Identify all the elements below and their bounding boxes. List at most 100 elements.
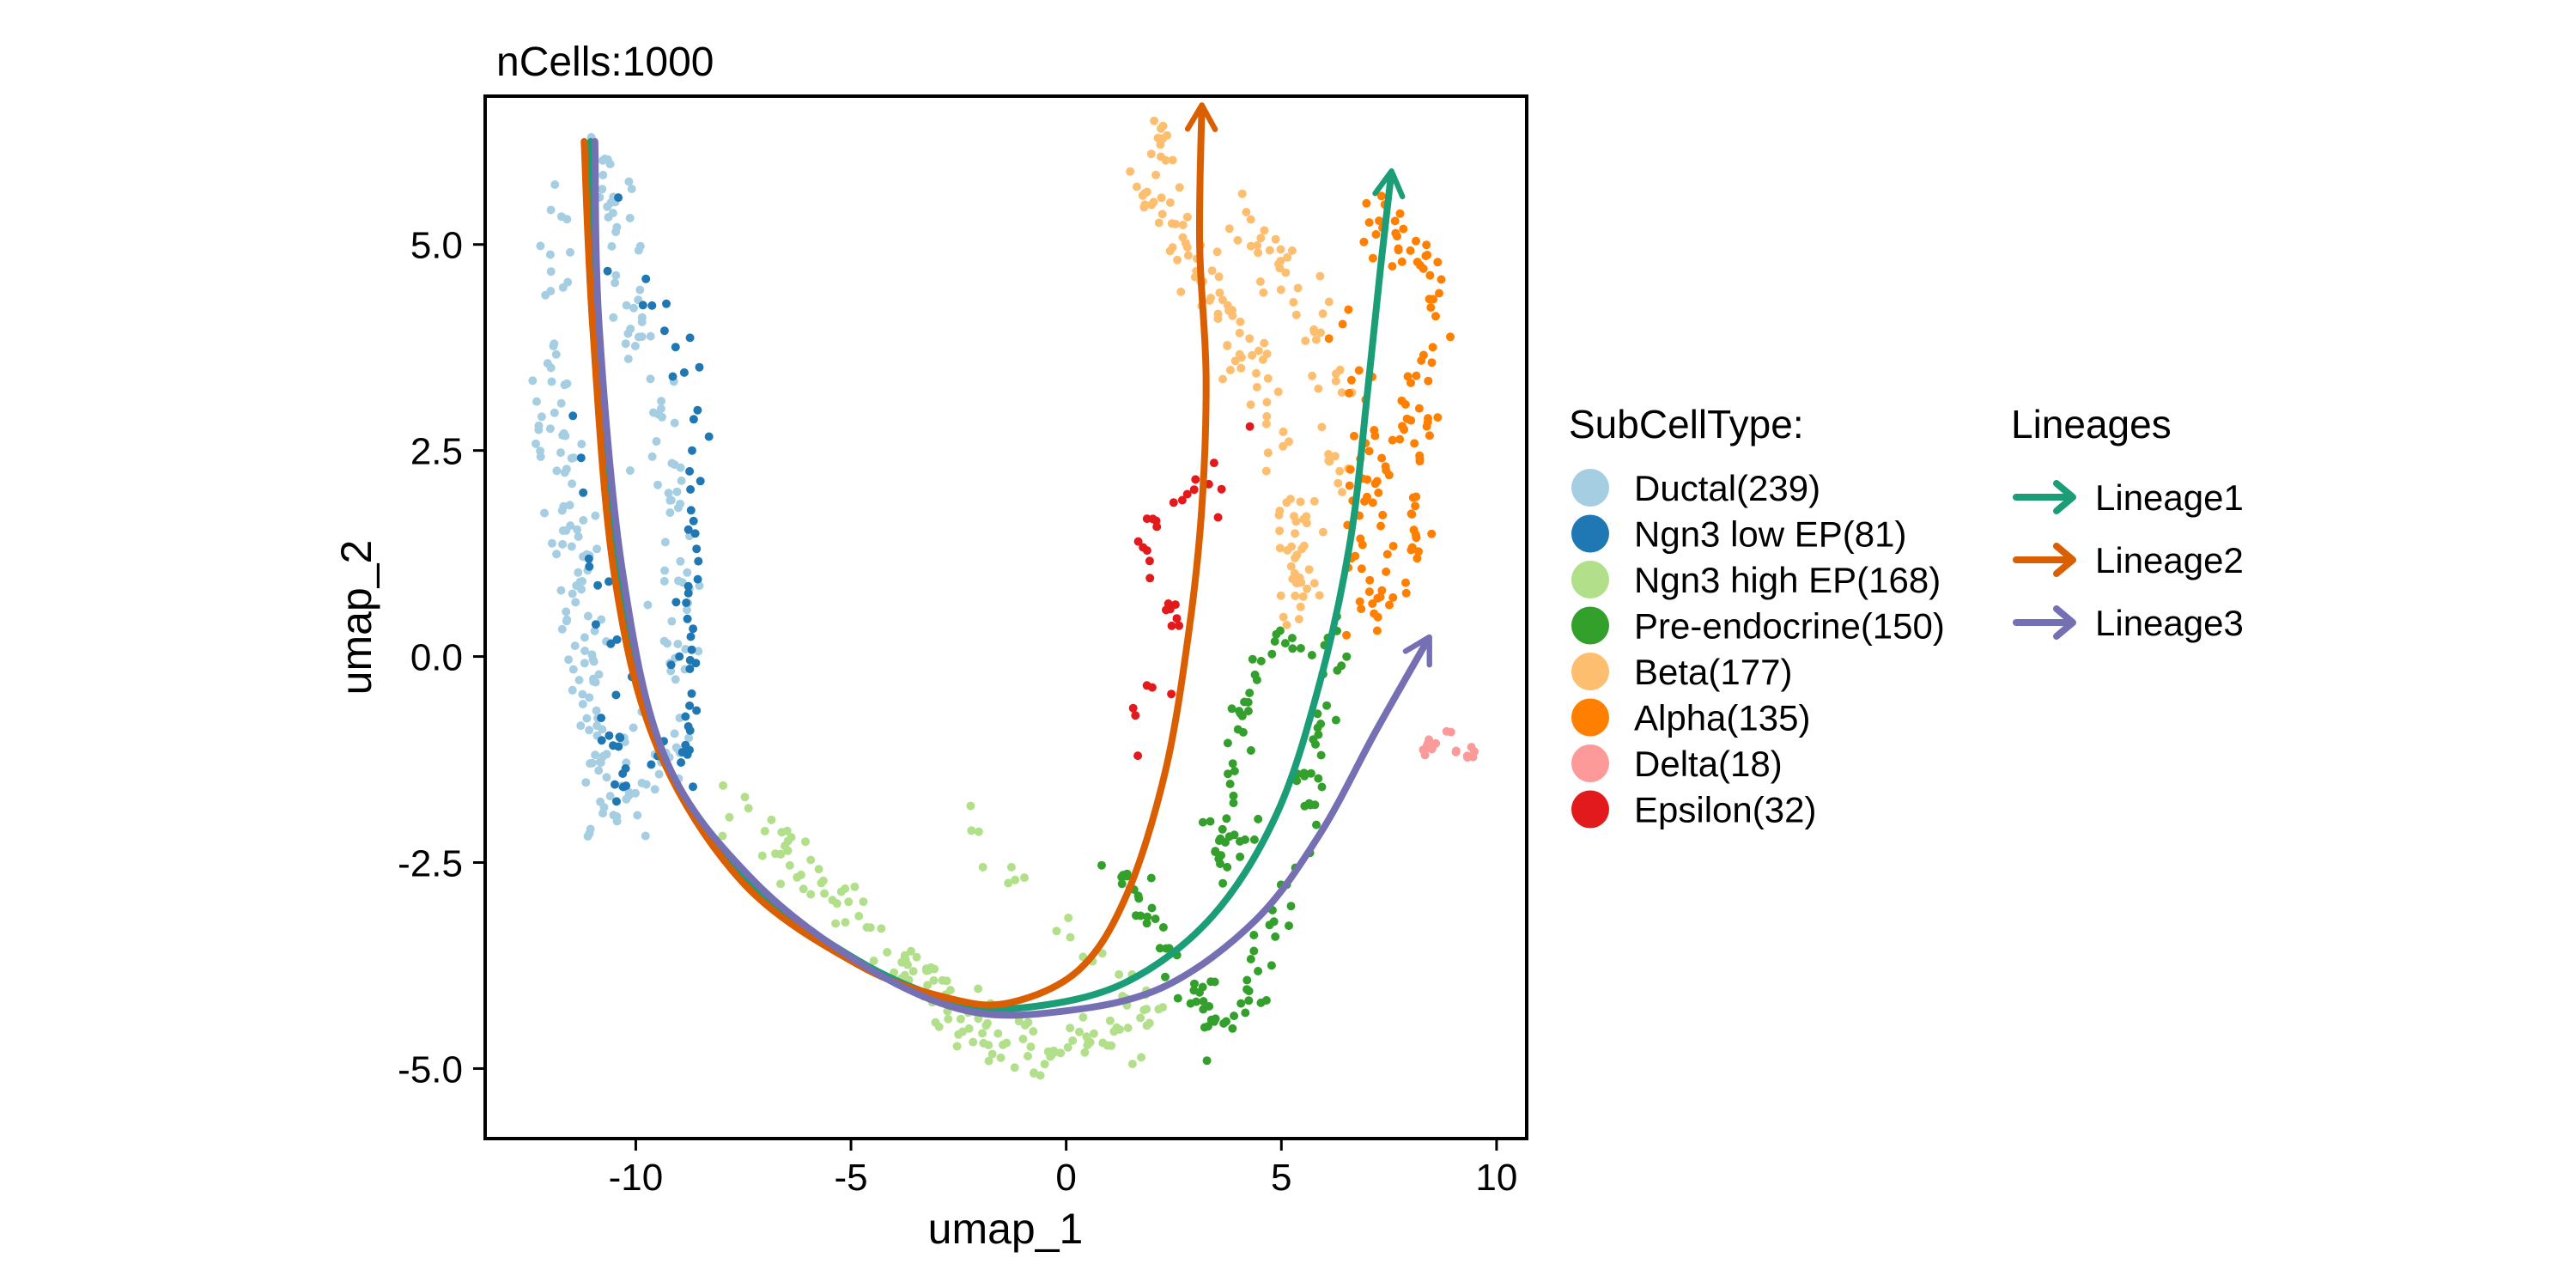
- cell-point: [592, 706, 601, 715]
- cell-point: [1359, 237, 1369, 246]
- cell-point: [568, 479, 577, 489]
- cell-point: [1289, 298, 1298, 307]
- cell-point: [1371, 230, 1381, 239]
- cell-point: [624, 791, 634, 800]
- cell-point: [1261, 996, 1271, 1005]
- cell-point: [1177, 495, 1187, 505]
- cell-point: [1020, 873, 1029, 883]
- cell-point: [1291, 591, 1300, 600]
- cell-point: [921, 964, 931, 974]
- cell-point: [585, 693, 594, 702]
- cell-point: [659, 576, 669, 586]
- cell-point: [1296, 497, 1305, 507]
- cell-point: [1428, 343, 1437, 352]
- cell-point: [626, 325, 635, 333]
- cell-point: [1372, 626, 1382, 635]
- cell-point: [776, 849, 786, 859]
- cell-point: [1097, 949, 1107, 958]
- cell-point: [1412, 236, 1420, 246]
- cell-point: [652, 437, 661, 446]
- cell-point: [1302, 512, 1311, 521]
- cell-point: [1036, 1071, 1045, 1080]
- cell-point: [1245, 334, 1255, 343]
- cell-point: [575, 577, 585, 586]
- cell-point: [767, 815, 776, 824]
- cell-point: [1161, 972, 1170, 981]
- cell-point: [540, 508, 549, 518]
- cell-point: [1265, 920, 1274, 930]
- cell-point: [1388, 435, 1397, 445]
- cell-point: [1381, 462, 1390, 471]
- cell-point: [1207, 266, 1217, 276]
- cell-point: [1311, 335, 1321, 344]
- cell-point: [552, 550, 562, 559]
- cell-point: [650, 785, 659, 794]
- cell-point: [1080, 1048, 1090, 1057]
- cell-point: [670, 418, 679, 428]
- y-tick-label: 0.0: [410, 637, 463, 679]
- cell-point: [577, 440, 586, 449]
- cell-point: [982, 1018, 992, 1028]
- cell-point: [1142, 187, 1151, 197]
- cell-point: [1218, 374, 1227, 384]
- cell-point: [1424, 414, 1432, 423]
- plot-panel-border: [483, 94, 1528, 1140]
- cell-point: [1446, 332, 1455, 342]
- cell-point: [1420, 750, 1430, 760]
- cell-point: [1261, 466, 1271, 476]
- cell-point: [1151, 170, 1161, 179]
- cell-point: [1378, 510, 1388, 519]
- legend-lineage-arrow: [2053, 543, 2076, 577]
- cell-point: [1408, 493, 1418, 502]
- cell-point: [1216, 834, 1225, 843]
- cell-point: [787, 833, 796, 842]
- cell-point: [546, 267, 556, 276]
- cell-point: [1235, 328, 1244, 337]
- cell-point: [1182, 212, 1192, 222]
- cell-point: [1425, 735, 1434, 744]
- cell-point: [1233, 725, 1242, 734]
- cell-point: [832, 899, 841, 908]
- cell-point: [1004, 878, 1013, 888]
- cell-point: [1285, 437, 1293, 447]
- cell-point: [1279, 441, 1288, 451]
- cell-point: [1312, 820, 1321, 829]
- cell-point: [1296, 644, 1305, 653]
- cell-point: [1365, 575, 1375, 585]
- cell-point: [641, 831, 650, 841]
- cell-point: [1020, 1021, 1030, 1030]
- cell-point: [1337, 388, 1346, 398]
- cell-point: [691, 659, 701, 668]
- cell-point: [1011, 875, 1020, 884]
- cell-point: [1235, 349, 1244, 359]
- cell-point: [1421, 252, 1431, 260]
- cell-point: [1006, 862, 1016, 872]
- cell-point: [580, 647, 590, 655]
- cell-point: [1338, 488, 1346, 497]
- cell-point: [1364, 218, 1374, 228]
- cell-point: [1078, 1012, 1088, 1022]
- legend-swatch: [1571, 653, 1609, 690]
- cell-point: [677, 476, 686, 485]
- cell-point: [1384, 471, 1394, 480]
- cell-point: [1394, 244, 1403, 253]
- cell-point: [1426, 303, 1436, 313]
- cell-point: [1335, 466, 1345, 476]
- cell-point: [964, 1024, 974, 1033]
- cell-point: [662, 299, 671, 308]
- cell-point: [1433, 413, 1443, 422]
- cell-point: [647, 452, 657, 461]
- cell-point: [695, 362, 704, 372]
- cell-point: [1260, 338, 1269, 348]
- cell-point: [1176, 287, 1186, 296]
- cell-point: [690, 529, 700, 538]
- cell-point: [1136, 1013, 1145, 1023]
- legend-swatch: [1571, 469, 1609, 507]
- cell-point: [682, 598, 691, 607]
- cell-point: [979, 1038, 988, 1048]
- cell-point: [609, 313, 618, 322]
- cell-point: [681, 645, 690, 653]
- cell-point: [978, 1029, 987, 1038]
- cell-point: [1052, 927, 1061, 936]
